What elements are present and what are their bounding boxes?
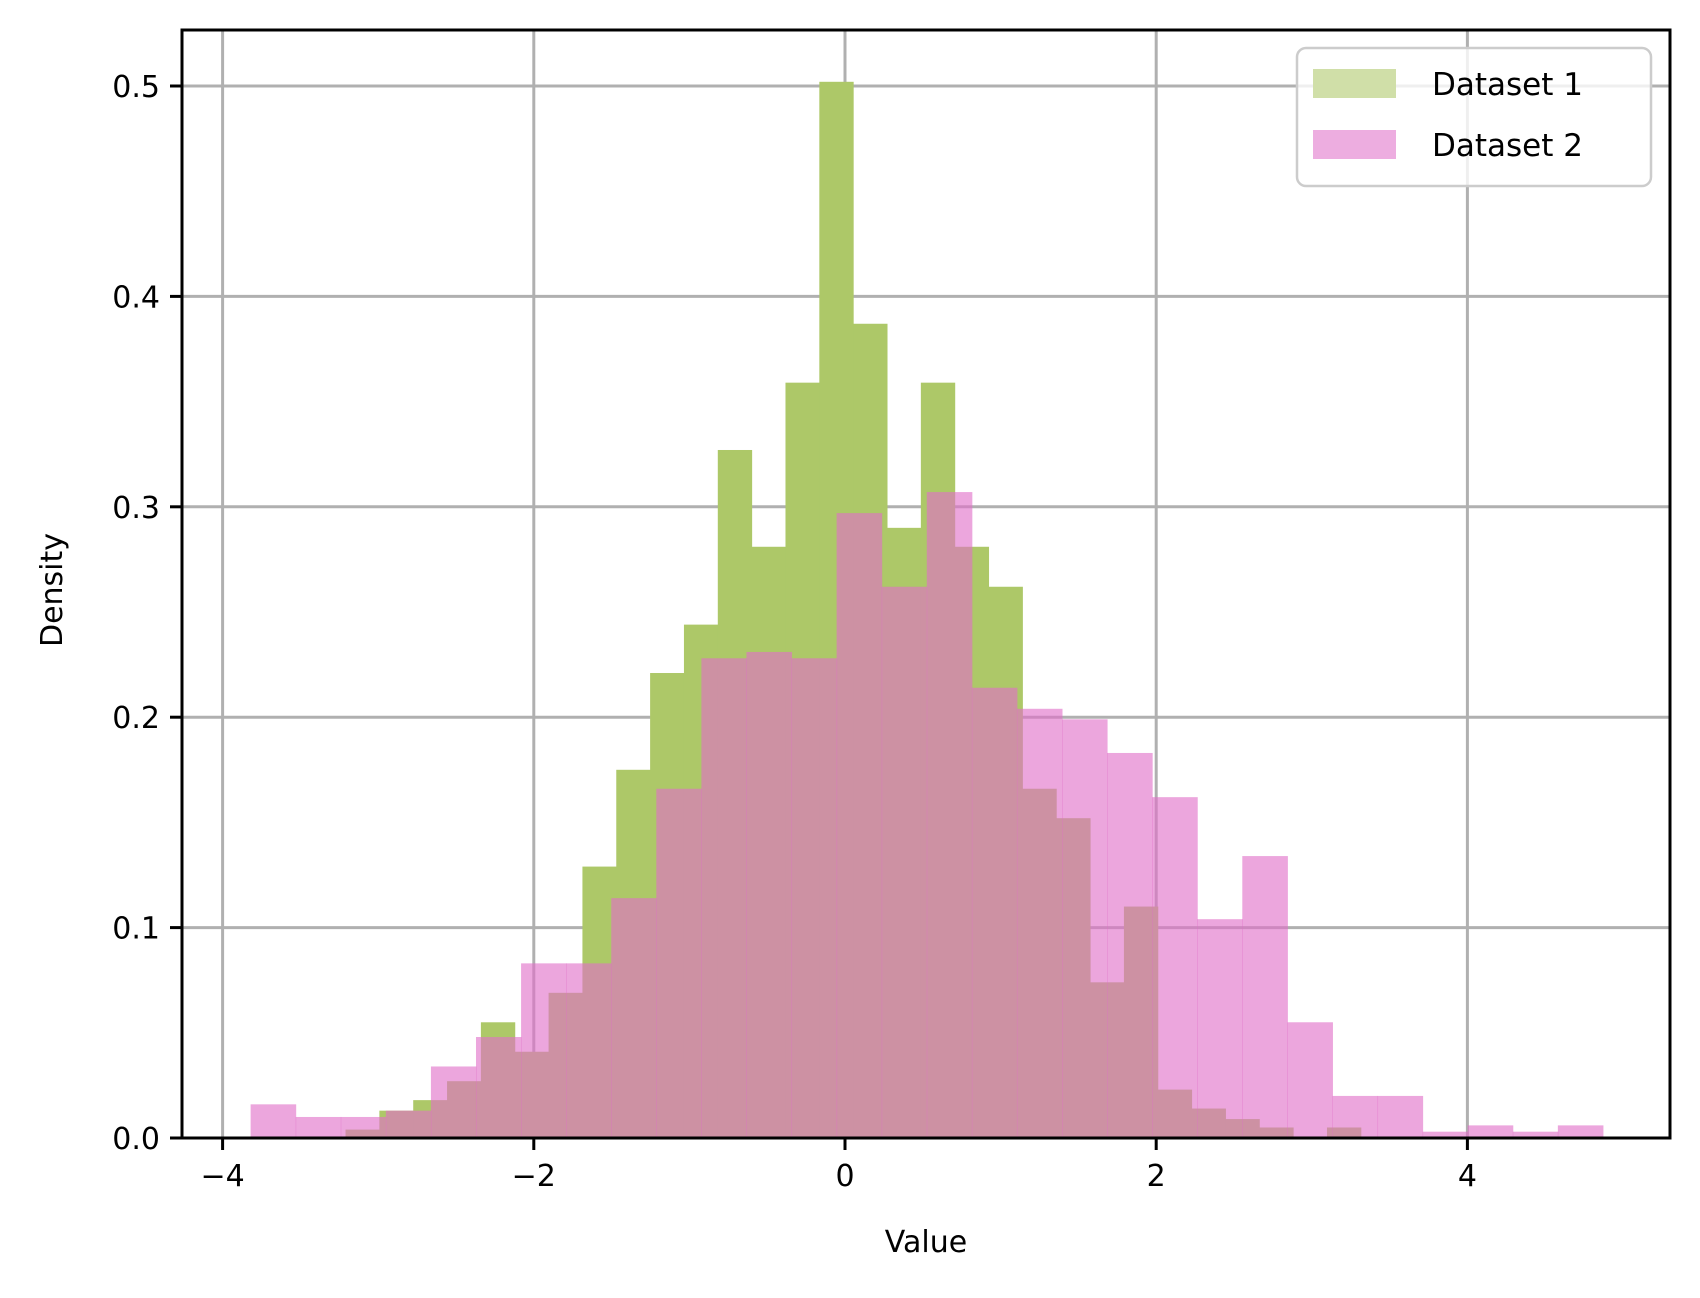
y-tick-label: 0.5 [112,70,160,105]
histogram-bar [340,1116,387,1138]
y-tick-label: 0.2 [112,701,160,736]
histogram-bars [250,81,1604,1139]
y-axis-label: Density [35,533,70,647]
histogram-bar [566,963,612,1138]
histogram-bar [1422,1131,1469,1138]
x-tick-label: −2 [512,1159,556,1194]
histogram-bar [475,1037,522,1138]
histogram-bar [881,586,928,1138]
histogram-bar [385,1110,432,1138]
histogram-bar [926,492,973,1138]
histogram-bar [791,658,838,1138]
x-tick-label: 2 [1147,1159,1166,1194]
histogram-bar [1557,1125,1604,1138]
y-tick-label: 0.1 [112,912,160,947]
y-tick-label: 0.3 [112,491,160,526]
legend: Dataset 1 Dataset 2 [1295,46,1653,188]
histogram-bar [1061,719,1108,1138]
histogram-bar [1287,1022,1333,1138]
x-tick-label: −4 [200,1159,244,1194]
x-axis-label: Value [885,1225,967,1260]
histogram-bar [250,1104,297,1138]
histogram-bar [971,687,1018,1138]
histogram-bar [295,1116,342,1138]
histogram-bar [656,788,702,1138]
histogram-bar [836,513,883,1138]
plot-frame [180,28,1672,1140]
series-2-bars [250,492,1604,1138]
ticks: −4 −2 0 2 4 0.0 0.1 0.2 0.3 0.4 0.5 [112,70,1477,1194]
histogram-bar [521,963,567,1138]
legend-label-dataset-2: Dataset 2 [1432,128,1583,164]
x-tick-label: 4 [1458,1159,1477,1194]
histogram-bar [1332,1095,1379,1138]
histogram-bar [430,1066,477,1138]
histogram-bar [611,898,657,1138]
histogram-bar [1016,708,1063,1138]
histogram-bar [1197,919,1243,1138]
legend-swatch-dataset-2 [1313,130,1396,159]
axes [180,28,1672,1140]
y-tick-label: 0.0 [112,1122,160,1157]
histogram-bar [1467,1125,1514,1138]
y-tick-label: 0.4 [112,280,160,315]
x-tick-label: 0 [835,1159,854,1194]
histogram-bar [1107,752,1153,1138]
histogram-bar [1152,797,1198,1138]
histogram-bar [1377,1095,1424,1138]
legend-label-dataset-1: Dataset 1 [1432,67,1583,103]
legend-swatch-dataset-1 [1313,69,1396,98]
histogram-bar [746,651,793,1138]
histogram-bar [1242,856,1288,1138]
histogram-bar [1512,1131,1559,1138]
histogram-bar [701,658,747,1138]
